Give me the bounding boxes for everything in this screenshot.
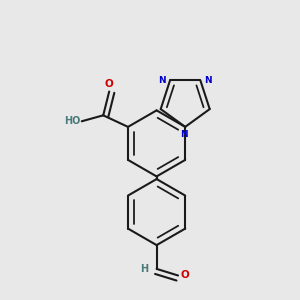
Text: O: O (181, 271, 190, 281)
Text: N: N (204, 76, 212, 85)
Text: O: O (105, 79, 114, 89)
Text: N: N (180, 130, 188, 139)
Text: N: N (158, 76, 166, 85)
Text: H: H (140, 264, 148, 274)
Text: HO: HO (64, 116, 80, 126)
